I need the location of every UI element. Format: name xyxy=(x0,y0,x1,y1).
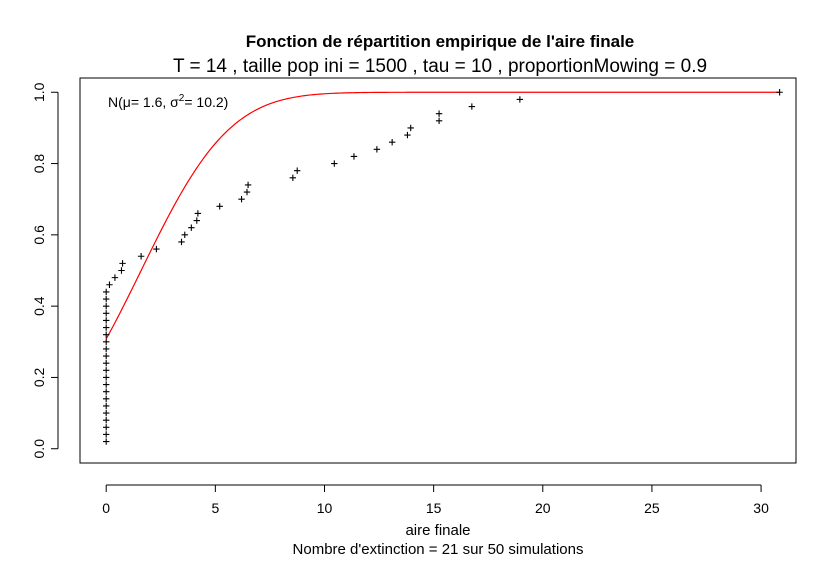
y-tick-label: 0.4 xyxy=(31,296,47,316)
data-point xyxy=(407,124,414,132)
legend: N(μ= 1.6, σ2= 10.2) xyxy=(108,93,228,110)
x-tick-label: 20 xyxy=(535,500,551,516)
y-tick-label: 0.0 xyxy=(31,439,47,459)
legend-text: N(μ= 1.6, σ2= 10.2) xyxy=(108,93,228,110)
data-point xyxy=(102,345,110,353)
data-point xyxy=(102,374,110,381)
legend-mu: μ= 1.6, xyxy=(123,94,170,110)
data-point xyxy=(102,317,110,324)
data-point xyxy=(102,359,110,367)
chart-caption: Nombre d'extinction = 21 sur 50 simulati… xyxy=(293,541,584,558)
data-point xyxy=(435,110,443,117)
data-point xyxy=(373,146,381,153)
data-point xyxy=(102,395,110,403)
data-point xyxy=(137,253,145,260)
data-point xyxy=(404,131,411,139)
x-axis-label: aire finale xyxy=(405,522,470,539)
data-point xyxy=(118,267,125,274)
y-axis: 0.0 0.2 0.4 0.6 0.8 1.0 xyxy=(31,82,59,459)
data-point xyxy=(106,281,113,288)
y-tick-label: 0.2 xyxy=(31,368,47,388)
data-point xyxy=(102,402,110,410)
data-point xyxy=(102,417,110,424)
data-point xyxy=(516,96,524,103)
data-point xyxy=(178,238,185,246)
data-point xyxy=(238,196,245,203)
data-point xyxy=(243,188,251,196)
legend-sigma-exponent: 2 xyxy=(179,93,185,104)
data-point xyxy=(102,352,110,360)
data-point xyxy=(102,431,110,438)
data-point xyxy=(102,381,110,388)
x-axis: 0 5 10 15 20 25 30 xyxy=(102,462,769,516)
legend-sigma-symbol: σ xyxy=(170,94,179,110)
data-point xyxy=(181,231,188,239)
plot-frame xyxy=(79,77,797,464)
x-tick-label: 30 xyxy=(753,500,769,516)
x-tick-label: 25 xyxy=(644,500,660,516)
legend-sigma-value: = 10.2) xyxy=(184,94,228,110)
data-point xyxy=(102,331,110,338)
data-point xyxy=(294,167,301,174)
ecdf-points xyxy=(102,89,783,445)
data-point xyxy=(193,217,200,224)
data-point xyxy=(216,203,223,210)
chart-title: Fonction de répartition empirique de l'a… xyxy=(246,32,635,51)
data-point xyxy=(350,153,358,160)
normal-cdf-line xyxy=(105,91,780,340)
data-point xyxy=(102,288,110,296)
data-point xyxy=(102,388,110,395)
data-point xyxy=(102,424,110,431)
data-point xyxy=(102,302,110,310)
data-point xyxy=(776,89,783,96)
data-point xyxy=(388,138,396,146)
x-tick-label: 5 xyxy=(211,500,219,516)
data-point xyxy=(102,324,110,331)
y-tick-label: 0.6 xyxy=(31,225,47,245)
x-tick-label: 15 xyxy=(426,500,442,516)
data-point xyxy=(153,245,160,253)
data-point xyxy=(102,367,110,374)
data-point xyxy=(289,174,297,182)
y-tick-label: 0.8 xyxy=(31,154,47,174)
data-point xyxy=(119,260,126,267)
legend-prefix: N( xyxy=(108,94,123,110)
data-point xyxy=(244,181,252,189)
data-point xyxy=(102,338,110,345)
data-point xyxy=(331,160,338,167)
data-point xyxy=(435,117,443,124)
data-point xyxy=(468,103,476,110)
y-tick-label: 1.0 xyxy=(31,82,47,102)
data-point xyxy=(194,210,202,217)
data-point xyxy=(111,274,119,281)
data-point xyxy=(102,438,110,445)
data-point xyxy=(102,310,110,317)
data-point xyxy=(102,295,110,303)
chart-subtitle: T = 14 , taille pop ini = 1500 , tau = 1… xyxy=(173,56,707,77)
x-tick-label: 10 xyxy=(317,500,333,516)
data-point xyxy=(102,409,110,417)
x-tick-label: 0 xyxy=(102,500,110,516)
data-point xyxy=(188,224,195,231)
